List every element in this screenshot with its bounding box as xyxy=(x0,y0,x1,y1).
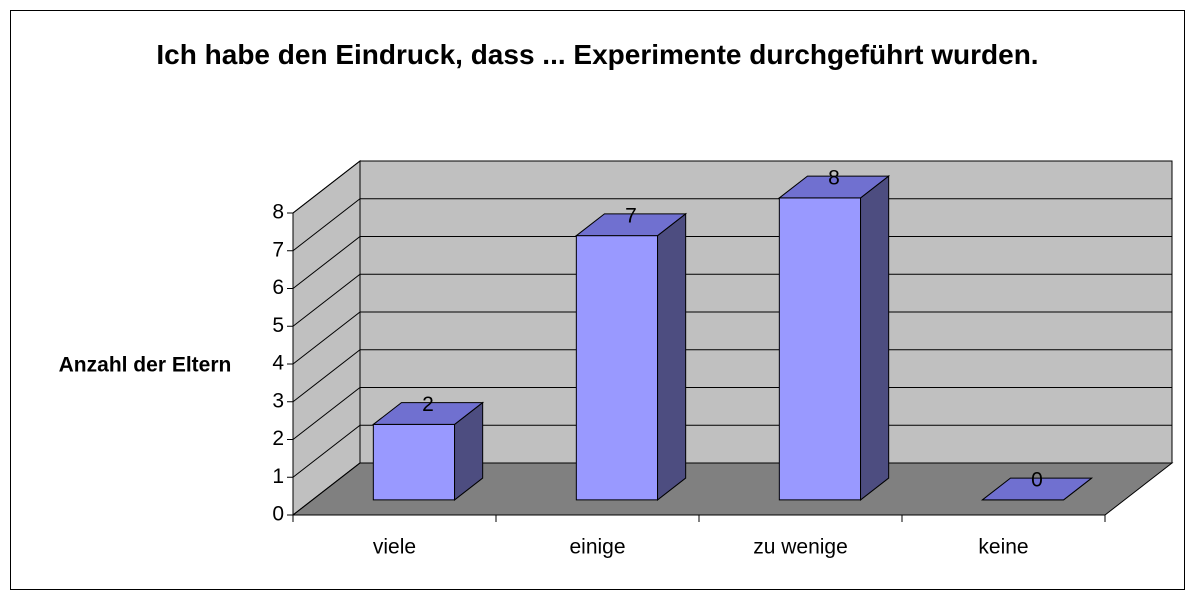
grid-line xyxy=(292,236,1172,289)
grid-line xyxy=(292,349,1172,403)
grid-line xyxy=(292,311,1172,365)
bar-top xyxy=(574,213,688,237)
grid-line xyxy=(292,462,1172,516)
y-tick-label: 0 xyxy=(272,503,284,526)
y-tick-label: 5 xyxy=(272,314,284,337)
y-tick-label: 2 xyxy=(272,427,284,450)
data-label: 8 xyxy=(828,167,840,190)
bar-front xyxy=(778,197,862,501)
y-tick-label: 7 xyxy=(272,238,284,261)
bar-side xyxy=(657,212,687,501)
y-tick-label: 8 xyxy=(272,201,284,224)
y-axis-label: Anzahl der Eltern xyxy=(59,354,232,377)
data-label: 2 xyxy=(422,393,434,416)
bar-front xyxy=(575,235,659,501)
bar-front xyxy=(372,423,456,501)
data-label: 7 xyxy=(625,204,637,227)
y-tick-label: 1 xyxy=(272,465,284,488)
grid-line xyxy=(292,273,1172,327)
grid-line xyxy=(292,424,1172,478)
x-tick-label: viele xyxy=(373,536,416,559)
chart-title: Ich habe den Eindruck, dass ... Experime… xyxy=(156,39,1039,70)
bar-side xyxy=(860,175,890,501)
bar-top xyxy=(980,477,1094,501)
bar-top xyxy=(371,402,485,425)
grid-line xyxy=(292,387,1172,440)
x-tick-label: keine xyxy=(978,536,1028,559)
x-tick-label: einige xyxy=(569,536,625,559)
data-label: 0 xyxy=(1031,469,1043,492)
grid-line xyxy=(292,160,1172,214)
x-tick-label: zu wenige xyxy=(753,536,848,559)
bar-top xyxy=(777,175,891,199)
y-tick-label: 6 xyxy=(272,276,284,299)
y-tick-label: 3 xyxy=(272,389,284,412)
y-tick-label: 4 xyxy=(272,352,284,375)
grid-line xyxy=(292,198,1172,252)
